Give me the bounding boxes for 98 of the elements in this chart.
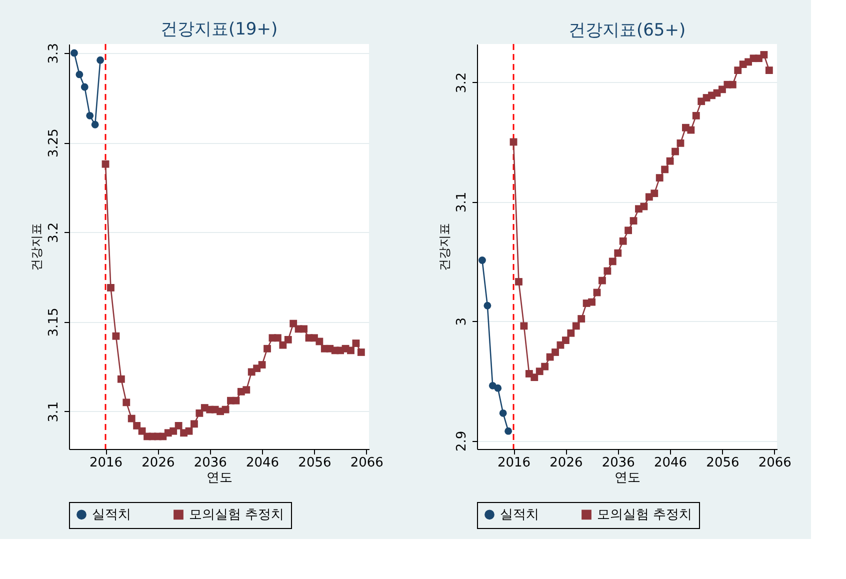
point	[264, 344, 271, 352]
point	[274, 334, 282, 342]
point	[484, 302, 492, 310]
point	[676, 139, 684, 147]
point	[541, 362, 549, 370]
x-tick-label: 2016	[89, 456, 123, 470]
legend-label: 실적치	[500, 508, 539, 523]
point	[357, 348, 365, 356]
y-tick-label: 3.3	[46, 43, 62, 64]
point	[128, 414, 136, 422]
x-tick-label: 2056	[298, 456, 332, 470]
point	[530, 374, 538, 382]
point	[552, 348, 559, 356]
chart-title: 건강지표(19+)	[160, 20, 278, 40]
y-axis-title: 건강지표	[30, 223, 44, 271]
x-tick-label: 2046	[246, 456, 280, 470]
point	[185, 427, 193, 435]
point	[117, 375, 125, 383]
point	[91, 120, 99, 128]
point	[86, 112, 94, 120]
point	[672, 148, 679, 156]
y-tick-label: 3.15	[46, 308, 62, 337]
point	[347, 346, 354, 354]
point	[619, 237, 627, 245]
legend-label: 모의실험 추정치	[597, 508, 692, 523]
point	[520, 322, 528, 330]
point	[300, 325, 308, 333]
x-tick-label: 2036	[194, 456, 227, 470]
point	[290, 320, 298, 328]
point	[562, 336, 570, 344]
x-tick-label: 2016	[497, 456, 531, 470]
legend-label: 모의실험 추정치	[189, 508, 284, 523]
point	[76, 70, 84, 78]
point	[728, 80, 736, 88]
point	[604, 267, 612, 275]
point	[598, 276, 606, 284]
x-tick-label: 2026	[550, 456, 583, 470]
point	[608, 258, 616, 266]
x-axis-title: 연도	[614, 470, 640, 486]
y-tick-label: 3.1	[46, 402, 62, 422]
x-tick-label: 2036	[602, 456, 635, 470]
point	[222, 406, 230, 414]
point	[122, 398, 130, 406]
x-axis-title: 연도	[206, 470, 232, 486]
chart-title: 건강지표(65+)	[568, 20, 686, 40]
legend-label: 실적치	[92, 508, 131, 523]
point	[692, 112, 700, 120]
point	[515, 278, 522, 286]
point	[640, 202, 648, 210]
point	[578, 315, 586, 322]
y-tick-label: 3.2	[454, 72, 470, 94]
x-tick-label: 2066	[350, 456, 384, 470]
point	[478, 256, 486, 264]
point	[494, 384, 502, 392]
y-tick-label: 3.1	[454, 192, 470, 213]
point	[102, 160, 110, 168]
point	[588, 298, 596, 306]
point	[760, 51, 768, 58]
point	[112, 332, 120, 340]
point	[656, 174, 664, 182]
point	[352, 340, 360, 347]
point	[572, 322, 580, 330]
point	[499, 409, 507, 417]
point	[765, 66, 773, 74]
point	[630, 217, 638, 225]
point	[190, 420, 198, 428]
y-tick-label: 2.9	[454, 430, 470, 452]
point	[284, 336, 292, 344]
y-tick-label: 3	[454, 318, 470, 326]
point	[661, 166, 669, 174]
point	[232, 396, 240, 404]
point	[80, 83, 88, 91]
x-tick-label: 2066	[758, 456, 792, 470]
point	[650, 190, 658, 198]
point	[174, 422, 182, 430]
point	[196, 409, 204, 417]
point	[107, 284, 114, 292]
x-tick-label: 2046	[654, 456, 688, 470]
point	[614, 249, 622, 257]
y-axis-title: 건강지표	[438, 223, 452, 271]
point	[567, 329, 575, 337]
point	[279, 341, 287, 349]
point	[70, 49, 78, 57]
point	[242, 386, 250, 394]
point	[624, 226, 632, 234]
point	[170, 427, 178, 435]
point	[258, 361, 266, 368]
point	[96, 56, 104, 64]
y-tick-label: 3.25	[46, 128, 62, 158]
point	[734, 66, 742, 74]
x-tick-label: 2056	[706, 456, 740, 470]
point	[316, 338, 324, 346]
point	[504, 427, 512, 435]
point	[687, 126, 695, 134]
x-tick-label: 2026	[142, 456, 175, 470]
point	[133, 422, 141, 430]
point	[666, 157, 674, 165]
y-tick-label: 3.2	[46, 222, 62, 244]
